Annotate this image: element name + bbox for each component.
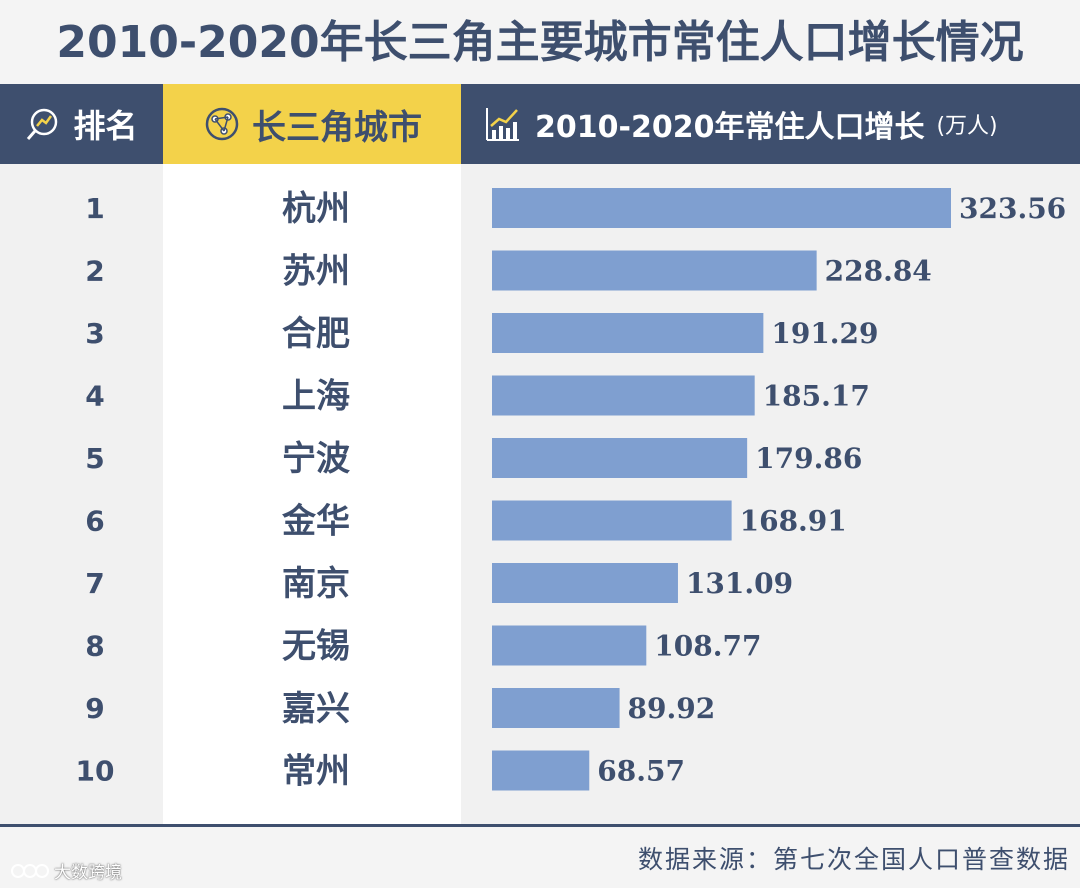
city-label: 南京 (282, 564, 350, 604)
rank-label: 2 (85, 255, 104, 288)
bar (492, 438, 748, 478)
city-label: 嘉兴 (282, 689, 350, 729)
city-label: 无锡 (282, 627, 350, 667)
rank-header: 排名 (0, 84, 163, 164)
watermark-logo-icon (11, 863, 49, 878)
bar (492, 688, 620, 728)
bar (492, 750, 590, 791)
city-label: 上海 (282, 377, 350, 417)
city-label: 宁波 (282, 439, 350, 479)
rank-label: 10 (76, 755, 115, 788)
city-header: 长三角城市 (163, 84, 461, 164)
value-label: 323.56 (959, 192, 1066, 225)
bar (492, 313, 764, 353)
magnifier-chart-icon (27, 108, 58, 140)
value-label: 168.91 (740, 505, 847, 538)
value-label: 179.86 (755, 442, 862, 475)
growth-chart-icon (486, 108, 519, 141)
table-header: 排名 长三角城市 2010- (0, 84, 1080, 164)
rank-label: 9 (85, 692, 104, 725)
city-column-background (163, 164, 461, 826)
globe-network-icon (205, 107, 239, 141)
value-header-unit: (万人) (936, 114, 998, 139)
city-label: 常州 (282, 752, 350, 792)
chart-title: 2010-2020年长三角主要城市常住人口增长情况 (56, 17, 1024, 68)
bottom-divider (0, 824, 1080, 827)
bar (492, 625, 647, 666)
value-label: 185.17 (763, 380, 870, 413)
value-header-label: 2010-2020年常住人口增长 (535, 110, 925, 145)
bar (492, 563, 678, 603)
watermark: 大数跨境 (10, 858, 122, 883)
bar (492, 375, 755, 416)
rank-label: 8 (85, 630, 104, 663)
value-header: 2010-2020年常住人口增长 (万人) (461, 84, 1080, 164)
rank-label: 7 (85, 567, 104, 600)
value-label: 228.84 (825, 255, 932, 288)
city-label: 金华 (281, 502, 350, 542)
rank-label: 5 (85, 442, 104, 475)
value-label: 89.92 (628, 692, 716, 725)
rank-label: 4 (85, 380, 104, 413)
rank-label: 6 (85, 505, 104, 538)
data-source-note: 数据来源：第七次全国人口普查数据 (637, 845, 1070, 874)
value-label: 68.57 (597, 755, 685, 788)
value-label: 191.29 (771, 317, 878, 350)
city-label: 杭州 (282, 189, 350, 229)
city-label: 合肥 (282, 314, 350, 354)
value-label: 108.77 (654, 630, 761, 663)
bar-chart: 1 杭州 323.56 2 苏州 228.84 3 合肥 191.29 4 上海 185.17 5 宁波 1… (76, 188, 1066, 792)
rank-label: 1 (85, 192, 104, 225)
bar (492, 250, 817, 291)
rank-column-background (0, 164, 163, 826)
city-header-label: 长三角城市 (252, 107, 422, 148)
bar (492, 188, 951, 228)
watermark-text: 大数跨境 (54, 863, 122, 883)
rank-label: 3 (85, 317, 104, 350)
city-label: 苏州 (282, 252, 350, 292)
rank-header-label: 排名 (73, 107, 138, 145)
bar (492, 500, 732, 541)
value-label: 131.09 (686, 567, 793, 600)
